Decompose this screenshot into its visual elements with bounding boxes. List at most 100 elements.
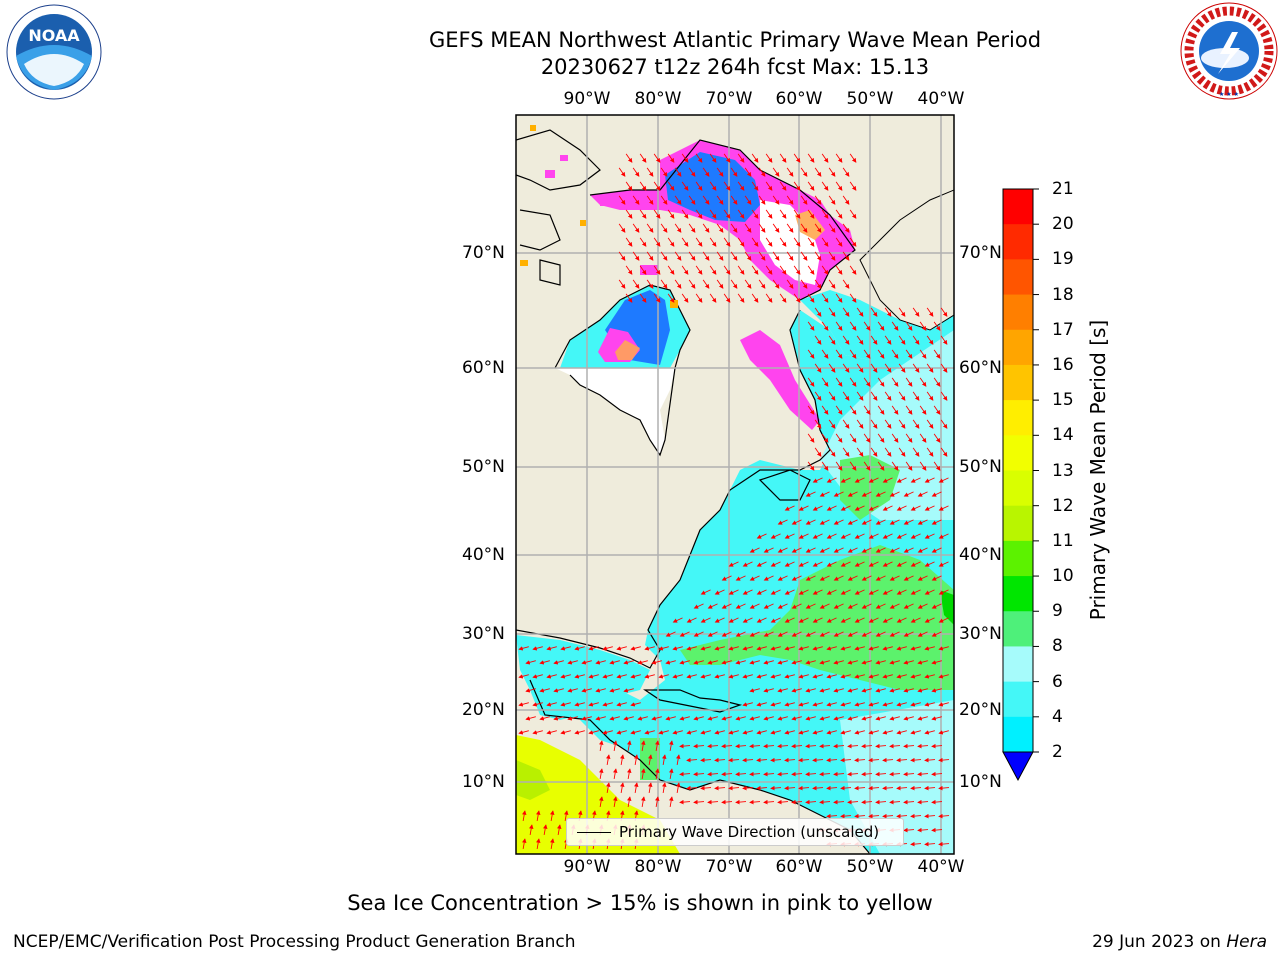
wave-direction-arrow xyxy=(933,377,941,387)
lon-tick-bottom: 70°W xyxy=(705,857,753,877)
wave-direction-arrow xyxy=(828,419,836,429)
wave-direction-arrow xyxy=(618,167,626,177)
wave-direction-arrow xyxy=(835,349,843,359)
wave-direction-arrow xyxy=(714,785,726,791)
wave-direction-arrow xyxy=(938,757,950,763)
legend-label: Primary Wave Direction (unscaled) xyxy=(619,823,880,841)
wave-direction-arrow xyxy=(882,674,893,679)
wave-direction-arrow xyxy=(868,477,879,483)
wave-direction-arrow xyxy=(805,688,816,693)
wave-direction-arrow xyxy=(567,688,578,693)
wave-direction-arrow xyxy=(896,646,907,651)
wave-direction-arrow xyxy=(730,223,738,233)
wave-direction-arrow xyxy=(819,743,831,749)
wave-direction-arrow xyxy=(627,768,632,780)
wave-direction-arrow xyxy=(756,757,768,763)
wave-direction-arrow xyxy=(749,603,760,609)
wave-direction-arrow xyxy=(807,321,815,331)
wave-direction-arrow xyxy=(835,321,843,331)
wave-direction-arrow xyxy=(882,617,893,623)
wave-direction-arrow xyxy=(819,491,830,497)
lat-tick-right: 40°N xyxy=(959,545,1002,565)
wave-direction-arrow xyxy=(826,561,837,567)
colorbar-tick-label: 20 xyxy=(1052,214,1074,235)
wave-direction-arrow xyxy=(735,799,747,805)
wave-direction-arrow xyxy=(728,589,739,595)
wave-direction-arrow xyxy=(828,447,836,457)
wave-direction-arrow xyxy=(828,307,836,317)
wave-direction-arrow xyxy=(667,265,675,275)
wave-direction-arrow xyxy=(686,617,697,623)
wave-direction-arrow xyxy=(779,237,787,247)
wave-direction-arrow xyxy=(819,631,830,637)
wave-direction-arrow xyxy=(744,167,752,177)
wave-direction-arrow xyxy=(868,533,879,539)
wave-direction-arrow xyxy=(744,195,752,205)
wave-direction-arrow xyxy=(849,377,857,387)
lat-tick-left: 30°N xyxy=(462,624,505,644)
wave-direction-arrow xyxy=(933,349,941,359)
wave-direction-arrow xyxy=(742,730,753,735)
wave-direction-arrow xyxy=(751,293,759,303)
wave-direction-arrow xyxy=(912,363,920,373)
footer-date: 29 Jun 2023 on Hera xyxy=(1092,932,1267,952)
wave-direction-arrow xyxy=(828,335,836,345)
wave-direction-arrow xyxy=(777,688,788,693)
wave-direction-arrow xyxy=(721,603,732,609)
wave-direction-arrow xyxy=(723,181,731,191)
wave-direction-arrow xyxy=(676,782,681,794)
wave-direction-arrow xyxy=(660,279,668,289)
wave-direction-arrow xyxy=(863,461,871,471)
wave-direction-arrow xyxy=(896,505,907,511)
footer-branch: NCEP/EMC/Verification Post Processing Pr… xyxy=(13,932,576,952)
wave-direction-arrow xyxy=(779,181,787,191)
wave-direction-arrow xyxy=(835,265,843,275)
wave-direction-arrow xyxy=(863,405,871,415)
wave-direction-arrow xyxy=(875,631,886,637)
wave-direction-arrow xyxy=(800,251,808,261)
wave-direction-arrow xyxy=(903,771,915,777)
wave-direction-arrow xyxy=(917,603,928,609)
wave-direction-arrow xyxy=(912,391,920,401)
wave-direction-arrow xyxy=(707,743,719,749)
wave-direction-arrow xyxy=(919,461,927,471)
wave-direction-arrow xyxy=(772,279,780,289)
wave-direction-arrow xyxy=(728,674,739,679)
colorbar-tick-label: 11 xyxy=(1052,530,1074,551)
wave-direction-arrow xyxy=(875,716,886,721)
wave-direction-arrow xyxy=(791,660,802,665)
wave-direction-arrow xyxy=(826,674,837,679)
wave-direction-arrow xyxy=(931,519,942,525)
wave-direction-arrow xyxy=(786,279,794,289)
wave-direction-arrow xyxy=(800,167,808,177)
south-america-band-green xyxy=(516,760,550,800)
wave-direction-arrow xyxy=(931,716,942,721)
wave-direction-arrow xyxy=(660,195,668,205)
colorbar-segment xyxy=(1003,400,1033,436)
wave-direction-arrow xyxy=(641,768,646,780)
wave-direction-arrow xyxy=(821,405,829,415)
wave-direction-arrow xyxy=(723,293,731,303)
wave-direction-arrow xyxy=(819,688,830,693)
wave-direction-arrow xyxy=(877,349,885,359)
wave-direction-arrow xyxy=(539,660,550,665)
wave-direction-arrow xyxy=(861,743,873,749)
wave-direction-arrow xyxy=(805,547,816,553)
wave-direction-arrow xyxy=(814,307,822,317)
wave-direction-arrow xyxy=(553,688,564,693)
wave-direction-arrow xyxy=(646,223,654,233)
wave-direction-arrow xyxy=(819,519,830,525)
wave-direction-arrow xyxy=(840,785,852,791)
wave-direction-arrow xyxy=(793,293,801,303)
lat-tick-right: 10°N xyxy=(959,772,1002,792)
wave-direction-arrow xyxy=(910,841,922,847)
wave-direction-arrow xyxy=(868,813,880,819)
wave-direction-arrow xyxy=(805,743,817,749)
lon-tick-bottom: 60°W xyxy=(775,857,823,877)
wave-direction-arrow xyxy=(758,167,766,177)
wave-direction-arrow xyxy=(714,646,725,651)
colorbar-tick-label: 12 xyxy=(1052,495,1074,516)
wave-direction-arrow xyxy=(695,237,703,247)
wave-direction-arrow xyxy=(765,181,773,191)
colorbar-under-triangle xyxy=(1002,751,1034,782)
